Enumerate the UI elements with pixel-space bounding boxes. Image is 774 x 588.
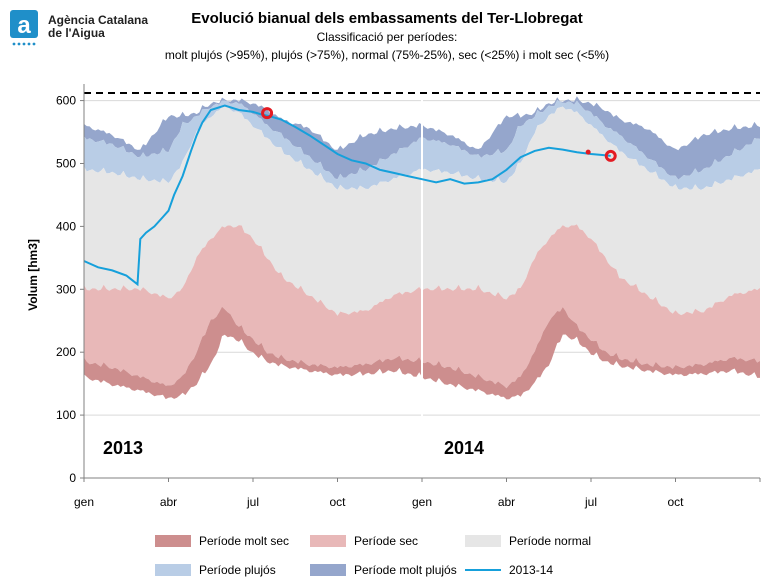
year-label: 2014 — [444, 438, 484, 458]
chart-subtitle-classification: molt plujós (>95%), plujós (>75%), norma… — [164, 48, 610, 62]
marker-ring — [261, 107, 274, 120]
x-tick-label: abr — [160, 495, 177, 509]
legend-label: Període sec — [354, 534, 419, 548]
legend-swatch — [465, 535, 501, 547]
marker-ring — [604, 149, 617, 162]
legend-swatch — [310, 535, 346, 547]
y-tick-label: 0 — [69, 471, 76, 485]
legend-label: Període plujós — [199, 563, 276, 577]
year-label: 2013 — [103, 438, 143, 458]
legend-line-swatch — [465, 569, 501, 571]
legend-label: Període normal — [509, 534, 592, 548]
series-line-2013-14 — [83, 104, 611, 287]
band-molt-sec — [84, 306, 760, 400]
legend: Període molt sec Període sec Període nor… — [150, 532, 750, 582]
legend-swatch — [155, 564, 191, 576]
band-molt-plujos — [84, 96, 760, 180]
y-tick-label: 100 — [56, 408, 76, 422]
legend-label: 2013-14 — [509, 563, 554, 577]
aca-logo-icon: a — [10, 10, 38, 46]
y-tick-label: 400 — [56, 219, 76, 233]
legend-label: Període molt sec — [199, 534, 290, 548]
x-tick-label: gen — [74, 495, 94, 509]
aca-logo: a Agència Catalana de l'Aigua — [8, 8, 158, 48]
x-tick-label: oct — [667, 495, 684, 509]
x-tick-label: oct — [329, 495, 346, 509]
y-tick-label: 600 — [56, 94, 76, 108]
legend-swatch — [310, 564, 346, 576]
x-tick-label: gen — [412, 495, 432, 509]
marker-dot — [585, 149, 591, 155]
y-tick-label: 500 — [56, 156, 76, 170]
y-tick-label: 200 — [56, 345, 76, 359]
x-tick-label: jul — [584, 495, 597, 509]
chart-subtitle: Classificació per períodes: — [316, 30, 458, 44]
y-tick-label: 300 — [56, 282, 76, 296]
legend-swatch — [155, 535, 191, 547]
x-tick-label: abr — [498, 495, 515, 509]
org-name: Agència Catalana de l'Aigua — [48, 13, 149, 40]
x-tick-label: jul — [246, 495, 259, 509]
svg-text:a: a — [17, 12, 31, 39]
legend-label: Període molt plujós — [354, 563, 457, 577]
chart-title: Evolució bianual dels embassaments del T… — [191, 10, 583, 27]
y-axis-label: Volum [hm3] — [26, 239, 40, 311]
